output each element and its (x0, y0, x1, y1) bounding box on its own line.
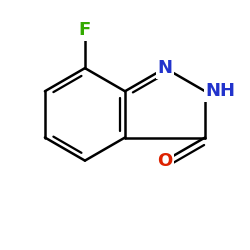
Text: O: O (158, 152, 173, 170)
Text: N: N (158, 59, 172, 77)
Text: NH: NH (205, 82, 235, 100)
Text: F: F (79, 21, 91, 39)
